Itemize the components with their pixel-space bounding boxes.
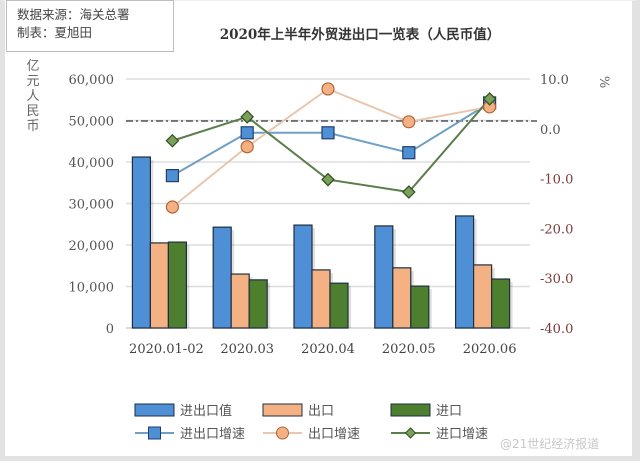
watermark: @21世纪经济报道 <box>500 436 599 451</box>
legend-square-marker-icon <box>148 426 161 440</box>
y-axis-label-char: 人 <box>26 89 39 104</box>
y2-tick-label: 0.0 <box>540 123 561 138</box>
bar-进出口值 <box>131 156 151 329</box>
bar-进出口值 <box>212 226 232 329</box>
y-axis-label-char: 币 <box>26 119 39 134</box>
x-tick-label: 2020.04 <box>301 342 355 357</box>
marker-diamond <box>401 185 416 199</box>
bar-进出口值 <box>374 225 394 329</box>
chart-title: 2020年上半年外贸进出口一览表（人民币值） <box>219 27 501 43</box>
y-axis-label-char: 亿 <box>26 59 39 74</box>
author-line: 制表：夏旭田 <box>17 25 93 40</box>
y-tick-label: 50,000 <box>69 115 115 130</box>
bar-进口 <box>410 285 430 329</box>
bar-出口 <box>230 273 250 329</box>
y2-tick-label: -10.0 <box>540 173 573 188</box>
marker-diamond <box>482 92 497 106</box>
legend-label: 出口 <box>308 404 334 419</box>
y2-tick-label: -30.0 <box>540 272 573 287</box>
legend-circle-marker-icon <box>276 426 289 440</box>
legend-swatch-进出口值 <box>134 403 175 417</box>
y-tick-label: 40,000 <box>69 156 115 171</box>
y2-tick-label: -40.0 <box>540 322 573 337</box>
marker-circle <box>321 82 335 96</box>
source-box: 数据来源：海关总署 制表：夏旭田 <box>6 0 174 52</box>
marker-circle <box>402 115 416 129</box>
y-tick-label: 0 <box>106 322 114 337</box>
legend-swatch-进口 <box>390 403 431 417</box>
marker-square <box>165 169 179 183</box>
marker-square <box>402 146 416 160</box>
marker-diamond <box>321 172 335 187</box>
y-axis-label-char: 民 <box>26 104 39 119</box>
bar-进口 <box>248 279 268 329</box>
x-tick-label: 2020.05 <box>382 342 436 357</box>
bar-进口 <box>329 282 349 329</box>
bar-进出口值 <box>293 224 313 329</box>
bar-进口 <box>167 241 187 329</box>
marker-diamond <box>165 133 180 148</box>
y-axis-label-char: 元 <box>26 74 39 89</box>
legend-label: 出口增速 <box>308 427 360 442</box>
marker-square <box>240 126 254 140</box>
marker-diamond <box>240 109 255 124</box>
legend-diamond-marker-icon <box>404 427 417 439</box>
legend-swatch-出口 <box>262 403 303 417</box>
legend-label: 进口增速 <box>436 427 488 442</box>
legend-label: 进出口值 <box>180 403 232 419</box>
bar-出口 <box>392 267 412 329</box>
bar-进出口值 <box>455 215 475 329</box>
marker-circle <box>240 140 254 154</box>
y-tick-label: 30,000 <box>69 198 115 213</box>
y-tick-label: 10,000 <box>69 281 115 296</box>
y-tick-label: 60,000 <box>69 73 115 88</box>
x-tick-label: 2020.03 <box>220 342 274 357</box>
legend-label: 进出口增速 <box>180 427 245 442</box>
marker-circle <box>165 200 179 214</box>
bar-出口 <box>311 269 331 329</box>
bar-出口 <box>473 264 493 329</box>
bar-进口 <box>491 278 511 329</box>
x-tick-label: 2020.06 <box>463 342 517 357</box>
y2-tick-label: 10.0 <box>540 73 569 88</box>
bar-出口 <box>149 242 169 329</box>
marker-square <box>321 126 335 140</box>
legend-label: 进口 <box>436 404 462 419</box>
y2-tick-label: -20.0 <box>540 222 573 237</box>
y2-axis-label: % <box>596 76 611 88</box>
y-tick-label: 20,000 <box>69 239 115 254</box>
x-tick-label: 2020.01-02 <box>129 342 204 357</box>
source-line: 数据来源：海关总署 <box>17 7 130 22</box>
